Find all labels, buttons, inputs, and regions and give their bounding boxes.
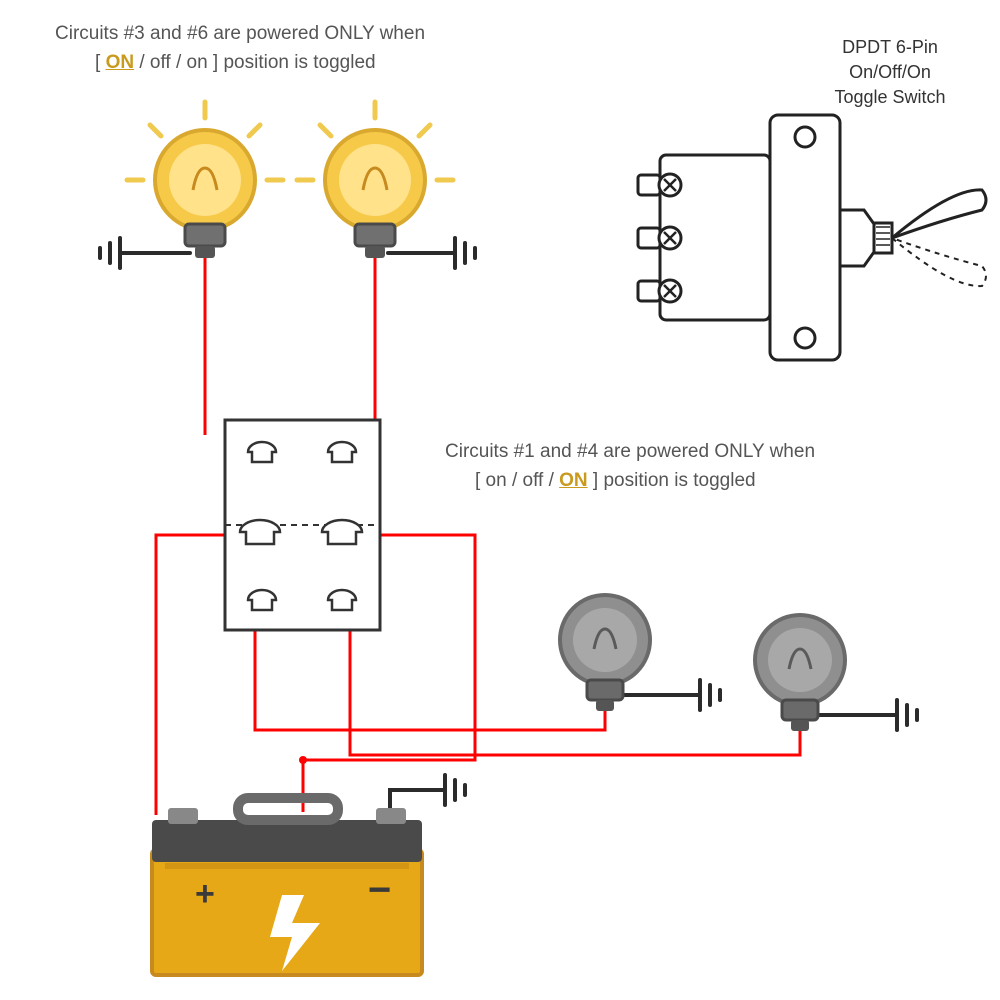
battery-icon: + −	[152, 798, 422, 975]
wiring-svg: + −	[0, 0, 1000, 1000]
toggle-switch-illustration	[638, 115, 986, 360]
diagram-canvas: Circuits #3 and #6 are powered ONLY when…	[0, 0, 1000, 1000]
battery-minus: −	[368, 868, 391, 912]
bulb-on-2	[297, 102, 453, 258]
bulb-on-1	[127, 102, 283, 258]
dpdt-schematic	[225, 420, 380, 630]
battery-plus: +	[195, 875, 215, 913]
